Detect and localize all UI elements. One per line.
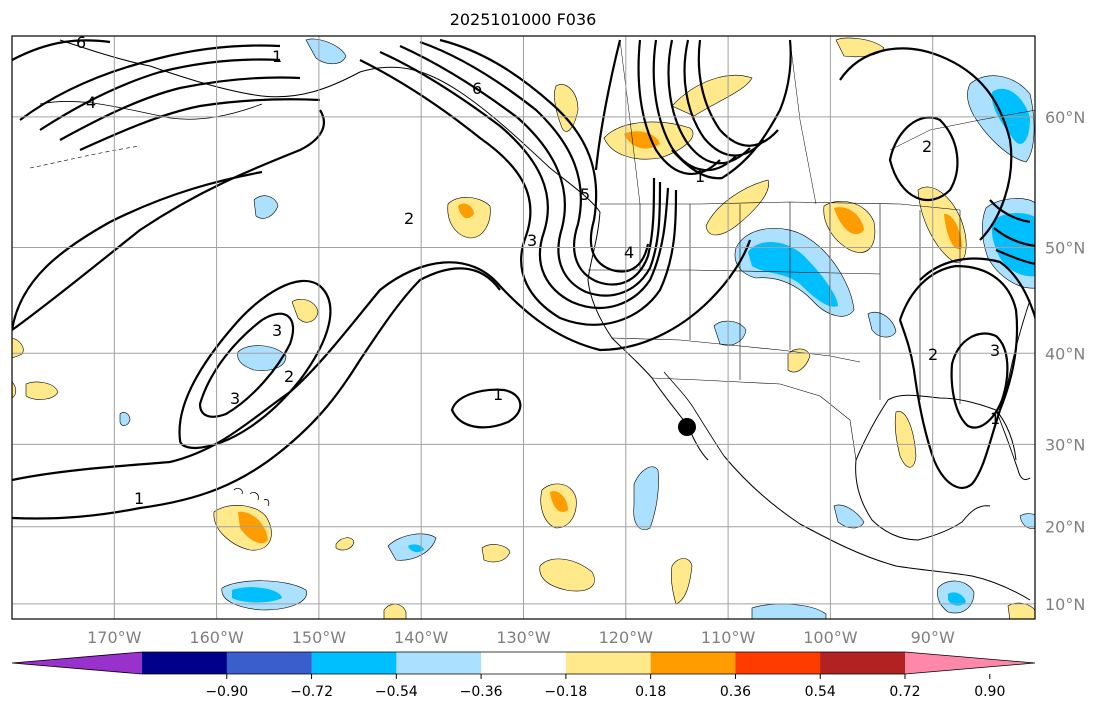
latitude-label: 40°N [1045, 344, 1085, 363]
longitude-label: 90°W [911, 628, 955, 647]
shade-negative [867, 312, 897, 338]
contour-label: 3 [527, 231, 537, 250]
shade-positive [238, 511, 268, 544]
colorbar-extend-max [905, 652, 1035, 674]
colorbar-outline [11, 651, 1036, 675]
shade-negative [232, 587, 282, 603]
shade-negative [408, 544, 424, 553]
contour-label: 3 [272, 321, 282, 340]
shade-positive [944, 213, 962, 250]
contour-label: 1 [695, 167, 705, 186]
colorbar-tick-label: −0.72 [290, 684, 333, 700]
contour-label: 1 [990, 409, 1000, 428]
coastlines [29, 39, 1031, 601]
longitude-label: 130°W [496, 628, 551, 647]
colorbar-swatch [650, 652, 736, 674]
colorbar-swatch [226, 652, 313, 674]
colorbar-tick-label: 0.90 [974, 684, 1005, 700]
colorbar-labels: −0.90 −0.72 −0.54 −0.36 −0.18 0.18 0.36 0.54 0.7… [205, 674, 1005, 700]
colorbar-tick-label: 0.36 [720, 684, 751, 700]
contour-labels: 1 1 1 1 1 2 2 2 2 3 3 3 3 4 4 5 6 6 [76, 33, 1000, 508]
contour-label: 4 [86, 93, 96, 112]
shade-positive [335, 537, 355, 551]
lat-lon-grid [12, 36, 1035, 619]
longitude-label: 120°W [599, 628, 654, 647]
colorbar-swatch [142, 652, 228, 674]
location-marker [678, 418, 696, 436]
shaded-fields [12, 37, 1035, 619]
map-frame [11, 35, 1036, 620]
longitude-label: 110°W [701, 628, 756, 647]
shade-positive [705, 179, 769, 236]
shade-positive [787, 348, 811, 373]
colorbar-tick-label: 0.72 [889, 684, 920, 700]
shade-positive [834, 207, 864, 235]
shade-positive [835, 37, 885, 58]
longitude-label: 170°W [87, 628, 142, 647]
contour-label: 2 [284, 367, 294, 386]
shade-negative [119, 412, 131, 426]
shade-negative [748, 241, 838, 307]
shade-positive [670, 558, 693, 605]
shade-positive [481, 544, 511, 563]
colorbar-tick-label: −0.18 [544, 684, 587, 700]
contour-label: 1 [134, 489, 144, 508]
colorbar-tick-label: −0.54 [375, 684, 418, 700]
shade-negative [633, 466, 659, 530]
colorbar-tick-label: −0.90 [205, 684, 248, 700]
shade-positive [894, 411, 917, 468]
shade-positive [671, 75, 753, 117]
shade-negative [948, 592, 966, 606]
latitude-label: 10°N [1045, 595, 1085, 614]
latitude-label: 30°N [1045, 435, 1085, 454]
contour-label: 5 [580, 185, 590, 204]
shade-negative [253, 195, 279, 219]
shade-negative [751, 603, 827, 619]
colorbar-swatch [481, 652, 567, 674]
longitude-label: 100°W [803, 628, 858, 647]
contour-label: 6 [76, 33, 86, 52]
colorbar-swatch [820, 652, 906, 674]
shade-positive [291, 299, 319, 323]
shade-positive [458, 203, 474, 219]
colorbar-extend-min [12, 652, 142, 674]
latitude-label: 50°N [1045, 239, 1085, 258]
colorbar-swatch [735, 652, 821, 674]
colorbar-swatch [565, 652, 652, 674]
map-title: 2025101000 F036 [449, 10, 597, 29]
contour-label: 2 [928, 345, 938, 364]
contours [12, 38, 1035, 520]
colorbar-swatch [396, 652, 482, 674]
shade-positive [25, 381, 59, 400]
shade-negative [991, 88, 1030, 144]
shade-positive [539, 558, 595, 592]
contour-label: 6 [472, 79, 482, 98]
contour-label: 2 [404, 209, 414, 228]
contour-label: 1 [272, 47, 282, 66]
shade-negative [833, 504, 865, 529]
colorbar-tick-label: 0.54 [805, 684, 836, 700]
longitude-label: 150°W [292, 628, 347, 647]
shade-positive [554, 84, 579, 132]
shade-negative [1019, 513, 1035, 529]
contour-label: 2 [922, 137, 932, 156]
contour-label: 3 [990, 341, 1000, 360]
contour-label: 4 [624, 243, 634, 262]
longitude-labels: 170°W 160°W 150°W 140°W 130°W 120°W 110°W 100°W… [87, 628, 955, 647]
latitude-label: 20°N [1045, 518, 1085, 537]
contour-label: 3 [230, 389, 240, 408]
longitude-label: 140°W [394, 628, 449, 647]
colorbar-tick-label: −0.36 [460, 684, 503, 700]
shade-negative [713, 320, 747, 346]
shade-positive [550, 491, 568, 512]
longitude-label: 160°W [189, 628, 244, 647]
colorbar [11, 651, 1036, 675]
colorbar-tick-label: 0.18 [635, 684, 666, 700]
contour-label: 1 [493, 385, 503, 404]
colorbar-swatch [311, 652, 397, 674]
latitude-labels: 60°N 50°N 40°N 30°N 20°N 10°N [1045, 108, 1085, 614]
latitude-label: 60°N [1045, 108, 1085, 127]
